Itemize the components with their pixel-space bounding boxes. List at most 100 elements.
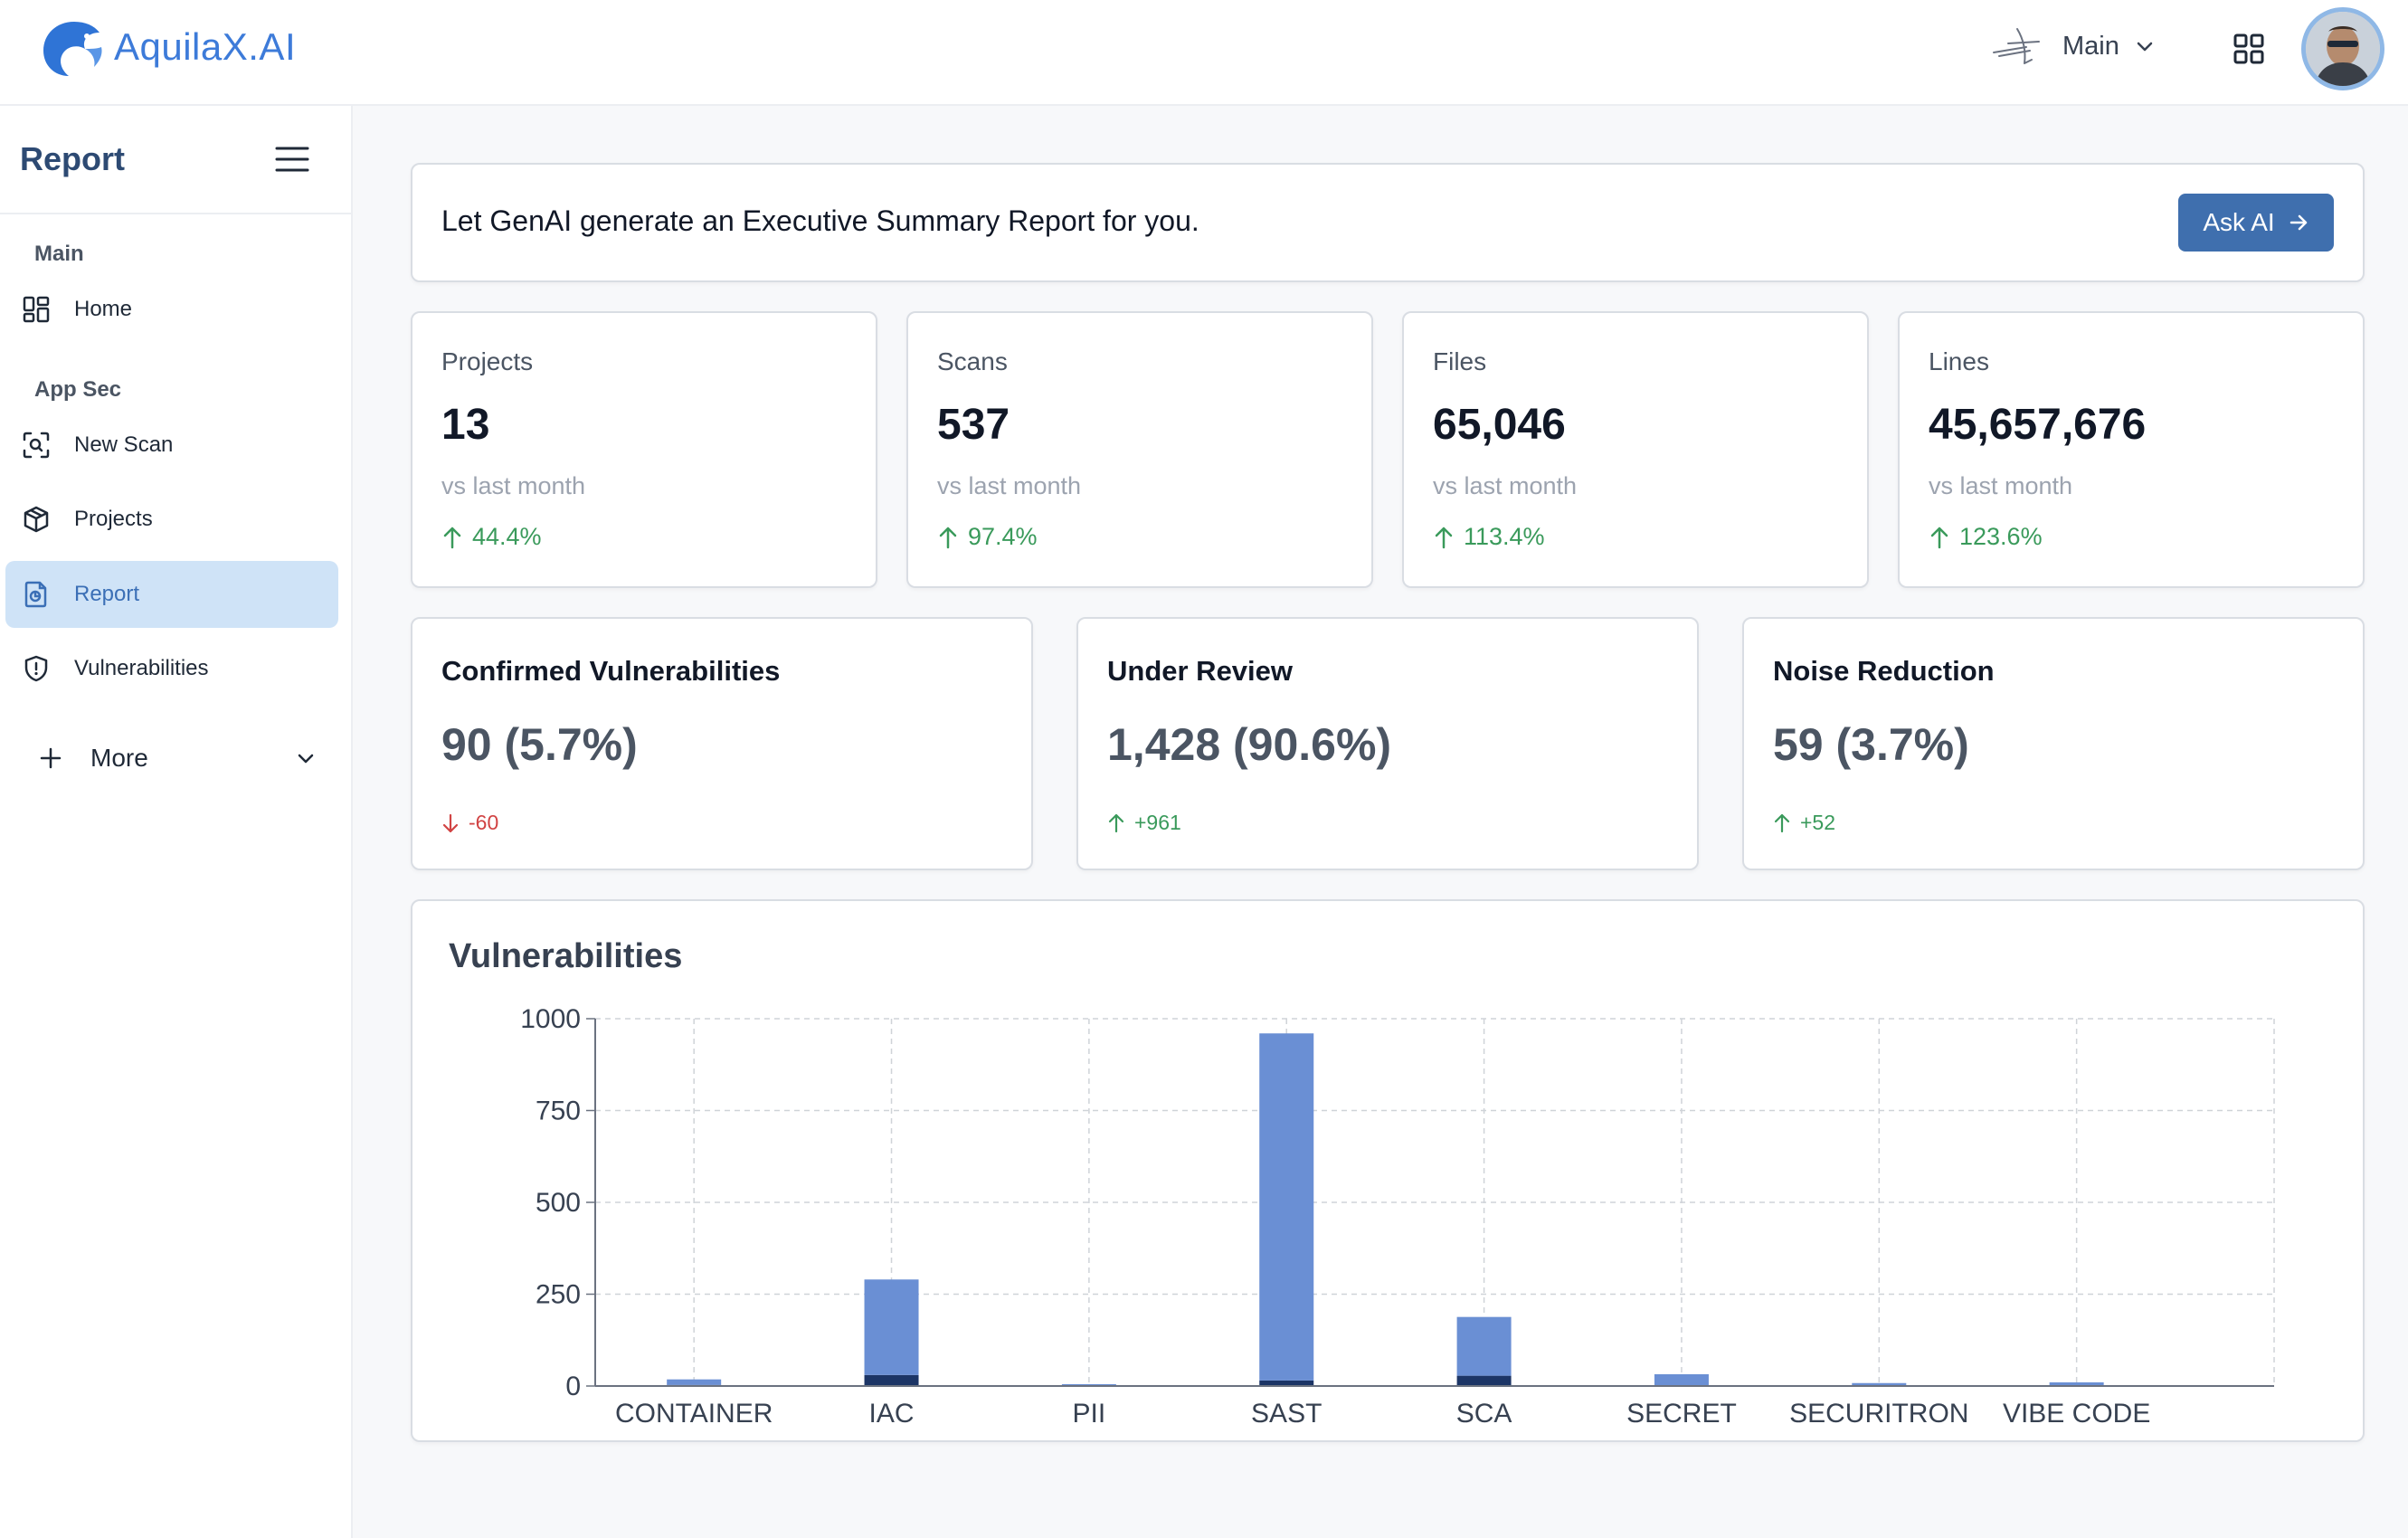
stat-sub: vs last month bbox=[937, 472, 1082, 499]
dashboard-icon bbox=[22, 295, 51, 324]
sidebar-item-new-scan[interactable]: New Scan bbox=[5, 412, 338, 479]
logo-text: AquilaX.AI bbox=[114, 25, 297, 68]
x-tick-label: SECURITRON bbox=[1789, 1399, 1968, 1429]
bar-segment bbox=[1061, 1383, 1116, 1386]
arrow-down-icon bbox=[442, 813, 459, 832]
y-tick-label: 500 bbox=[536, 1188, 581, 1218]
cube-icon bbox=[22, 505, 51, 534]
y-tick-label: 750 bbox=[536, 1097, 581, 1126]
stat-label: Files bbox=[1433, 347, 1487, 375]
stat-delta-value: 113.4% bbox=[1464, 523, 1545, 550]
stat-card-files: Files 65,046 vs last month 113.4% bbox=[1402, 311, 1869, 588]
stat-value: 537 bbox=[937, 401, 1010, 449]
bar-segment bbox=[864, 1374, 919, 1386]
avatar[interactable] bbox=[2301, 7, 2384, 90]
x-tick-label: IAC bbox=[869, 1399, 915, 1429]
logo[interactable]: AquilaX.AI bbox=[40, 16, 296, 78]
summary-delta-value: +52 bbox=[1800, 811, 1836, 834]
shield-alert-icon bbox=[22, 654, 51, 683]
sidebar-item-vulnerabilities[interactable]: Vulnerabilities bbox=[5, 635, 338, 702]
sidebar-section-main: Main bbox=[34, 242, 84, 266]
summary-value: 59 (3.7%) bbox=[1773, 719, 1969, 770]
summary-card-confirmed: Confirmed Vulnerabilities 90 (5.7%) -60 bbox=[411, 617, 1033, 870]
arrow-up-icon bbox=[1108, 813, 1124, 832]
stat-label: Scans bbox=[937, 347, 1008, 375]
vulnerabilities-bar-chart: 0 250 500 750 1000 CONTAINER IAC PII SAST SCA SECR… bbox=[520, 1004, 2275, 1429]
sidebar-item-label: Vulnerabilities bbox=[74, 656, 209, 680]
stat-sub: vs last month bbox=[441, 472, 586, 499]
stat-value: 13 bbox=[441, 401, 490, 449]
arrow-up-icon bbox=[1930, 527, 1948, 548]
stat-label: Projects bbox=[441, 347, 534, 375]
summary-card-under-review: Under Review 1,428 (90.6%) +961 bbox=[1076, 617, 1699, 870]
sidebar-item-home[interactable]: Home bbox=[5, 276, 338, 343]
banner-text: Let GenAI generate an Executive Summary … bbox=[441, 204, 1199, 237]
sidebar-item-label: Projects bbox=[74, 507, 153, 531]
bar-segment bbox=[1456, 1375, 1512, 1386]
summary-card-noise-reduction: Noise Reduction 59 (3.7%) +52 bbox=[1742, 617, 2365, 870]
stat-delta-value: 123.6% bbox=[1959, 523, 2043, 550]
arrow-up-icon bbox=[939, 527, 957, 548]
branch-label: Main bbox=[2062, 31, 2119, 61]
apps-grid-icon[interactable] bbox=[2233, 33, 2265, 70]
bar-segment bbox=[1259, 1033, 1314, 1381]
summary-label: Noise Reduction bbox=[1773, 655, 1995, 687]
y-tick-label: 0 bbox=[565, 1372, 581, 1401]
y-tick-label: 250 bbox=[536, 1280, 581, 1310]
chevron-down-icon bbox=[298, 754, 314, 764]
summary-label: Under Review bbox=[1107, 655, 1294, 687]
ask-ai-button[interactable]: Ask AI bbox=[2178, 194, 2334, 252]
stat-delta: 44.4% bbox=[441, 523, 542, 551]
summary-delta: +961 bbox=[1107, 811, 1181, 835]
genai-banner: Let GenAI generate an Executive Summary … bbox=[411, 163, 2365, 282]
x-tick-label: SAST bbox=[1251, 1399, 1322, 1429]
arrow-up-icon bbox=[443, 527, 461, 548]
bar-segment bbox=[1456, 1316, 1512, 1376]
branch-selector[interactable]: Main bbox=[1990, 24, 2156, 69]
stat-label: Lines bbox=[1929, 347, 1989, 375]
bar-segment bbox=[667, 1379, 722, 1385]
summary-delta: -60 bbox=[441, 811, 498, 835]
stat-card-projects: Projects 13 vs last month 44.4% bbox=[411, 311, 877, 588]
bar-segment bbox=[1654, 1374, 1709, 1386]
y-tick-label: 1000 bbox=[520, 1004, 581, 1034]
sidebar-item-report[interactable]: Report bbox=[5, 561, 338, 628]
sidebar-title: Report bbox=[20, 140, 125, 177]
stat-value: 45,657,676 bbox=[1929, 401, 2147, 449]
stat-sub: vs last month bbox=[1929, 472, 2073, 499]
sidebar-item-projects[interactable]: Projects bbox=[5, 486, 338, 553]
stat-card-scans: Scans 537 vs last month 97.4% bbox=[906, 311, 1373, 588]
x-tick-label: VIBE CODE bbox=[2003, 1399, 2150, 1429]
stat-sub: vs last month bbox=[1433, 472, 1578, 499]
scan-icon bbox=[22, 431, 51, 460]
bar-segment bbox=[2049, 1381, 2104, 1386]
ask-ai-label: Ask AI bbox=[2203, 208, 2275, 236]
sidebar-item-label: More bbox=[90, 744, 148, 772]
aquilax-logo-icon bbox=[43, 22, 102, 76]
arrow-up-icon bbox=[1774, 813, 1790, 832]
report-icon bbox=[22, 580, 51, 609]
user-photo-icon bbox=[2306, 12, 2380, 86]
hamburger-menu-icon[interactable] bbox=[275, 146, 309, 173]
vulnerabilities-chart-card: Vulnerabilities 0 250 500 750 1000 CONTAINER I… bbox=[411, 899, 2365, 1442]
stat-delta: 97.4% bbox=[937, 523, 1038, 551]
sidebar-section-appsec: App Sec bbox=[34, 377, 122, 402]
chart-title: Vulnerabilities bbox=[449, 937, 683, 975]
sidebar-item-label: Home bbox=[74, 297, 133, 321]
top-bar: AquilaX.AI Main bbox=[0, 0, 2408, 106]
bar-segment bbox=[864, 1279, 919, 1375]
summary-label: Confirmed Vulnerabilities bbox=[441, 655, 781, 687]
bar-segment bbox=[1852, 1382, 1907, 1386]
stat-card-lines: Lines 45,657,676 vs last month 123.6% bbox=[1898, 311, 2365, 588]
arrow-right-icon bbox=[2289, 214, 2307, 231]
stat-delta-value: 44.4% bbox=[472, 523, 542, 550]
x-tick-label: SECRET bbox=[1626, 1399, 1737, 1429]
sidebar-item-more[interactable]: More bbox=[5, 725, 338, 792]
stat-delta-value: 97.4% bbox=[968, 523, 1038, 550]
plus-icon bbox=[36, 744, 65, 773]
branch-icon bbox=[1993, 28, 2040, 64]
x-tick-label: CONTAINER bbox=[615, 1399, 773, 1429]
chevron-down-icon bbox=[2137, 42, 2153, 52]
arrow-up-icon bbox=[1435, 527, 1453, 548]
summary-value: 1,428 (90.6%) bbox=[1107, 719, 1392, 770]
